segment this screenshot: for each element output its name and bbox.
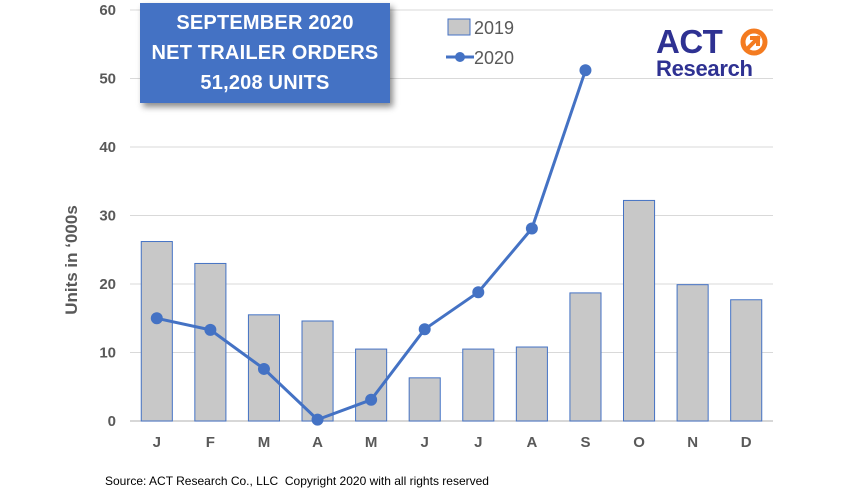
point-2020 bbox=[365, 393, 378, 406]
title-line-1: SEPTEMBER 2020 bbox=[176, 12, 354, 34]
bar-2019 bbox=[301, 320, 334, 422]
act-research-logo: ACT Research bbox=[656, 24, 776, 84]
x-tick-label: N bbox=[687, 434, 698, 451]
y-tick-label: 20 bbox=[99, 276, 116, 293]
x-tick-label: S bbox=[580, 434, 590, 451]
point-2020 bbox=[204, 323, 217, 336]
logo-act-text: ACT bbox=[656, 23, 723, 60]
x-tick-label: O bbox=[633, 434, 645, 451]
bar-2019 bbox=[569, 292, 602, 422]
y-tick-label: 50 bbox=[99, 71, 116, 88]
x-tick-label: A bbox=[526, 434, 537, 451]
y-tick-label: 0 bbox=[108, 413, 116, 430]
logo-research-text: Research bbox=[656, 56, 753, 81]
legend-label-2020: 2020 bbox=[474, 48, 514, 68]
title-box: SEPTEMBER 2020 NET TRAILER ORDERS 51,208… bbox=[140, 3, 390, 103]
x-tick-label: M bbox=[258, 434, 271, 451]
y-tick-labels: 0 10 20 30 40 50 60 bbox=[99, 2, 116, 430]
y-tick-label: 30 bbox=[99, 208, 116, 225]
logo-arrow-icon bbox=[740, 28, 768, 56]
bar-2019 bbox=[515, 346, 548, 422]
x-tick-label: J bbox=[421, 434, 429, 451]
point-2020 bbox=[472, 286, 485, 299]
x-tick-label: A bbox=[312, 434, 323, 451]
bars-2019 bbox=[140, 199, 763, 422]
y-tick-label: 40 bbox=[99, 139, 116, 156]
bar-2019 bbox=[140, 241, 173, 422]
y-tick-label: 10 bbox=[99, 345, 116, 362]
legend: 2019 2020 bbox=[446, 18, 514, 68]
title-line-3: 51,208 UNITS bbox=[200, 72, 330, 94]
x-tick-label: M bbox=[365, 434, 378, 451]
point-2020 bbox=[579, 64, 592, 77]
x-tick-label: F bbox=[206, 434, 215, 451]
bar-2019 bbox=[676, 284, 709, 422]
y-axis-label: Units in ‘000s bbox=[62, 205, 81, 315]
legend-swatch-2020-marker bbox=[455, 52, 465, 62]
legend-swatch-2019 bbox=[447, 18, 471, 36]
x-tick-label: D bbox=[741, 434, 752, 451]
source-note: Source: ACT Research Co., LLC Copyright … bbox=[105, 474, 489, 488]
point-2020 bbox=[311, 413, 324, 426]
point-2020 bbox=[525, 222, 538, 235]
bar-2019 bbox=[408, 377, 441, 422]
bar-2019 bbox=[194, 262, 227, 422]
x-tick-label: J bbox=[153, 434, 161, 451]
point-2020 bbox=[150, 312, 163, 325]
bar-2019 bbox=[462, 348, 495, 422]
x-tick-label: J bbox=[474, 434, 482, 451]
point-2020 bbox=[257, 362, 270, 375]
title-line-2: NET TRAILER ORDERS bbox=[151, 42, 379, 64]
legend-label-2019: 2019 bbox=[474, 18, 514, 38]
point-2020 bbox=[418, 323, 431, 336]
bar-2019 bbox=[623, 199, 656, 422]
line-2020 bbox=[150, 64, 592, 426]
y-tick-label: 60 bbox=[99, 2, 116, 19]
bar-2019 bbox=[730, 299, 763, 422]
